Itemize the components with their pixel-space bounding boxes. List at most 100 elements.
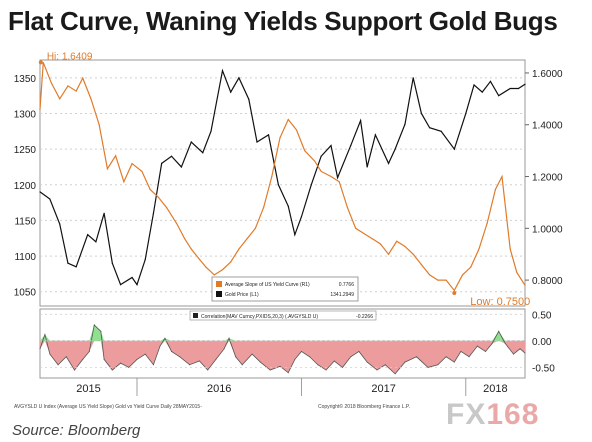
data-point-correlation bbox=[235, 356, 237, 358]
right-axis-tick-label: 1.4000 bbox=[532, 121, 563, 132]
data-point-gold-price bbox=[287, 205, 289, 207]
data-point-gold-price bbox=[374, 134, 376, 136]
data-point-correlation bbox=[44, 333, 46, 335]
data-point-gold-price bbox=[256, 141, 258, 143]
data-point-correlation bbox=[39, 348, 41, 350]
data-point-gold-price bbox=[465, 112, 467, 115]
data-point-gold-price bbox=[161, 162, 163, 164]
data-point-gold-price bbox=[152, 212, 155, 214]
data-point-correlation bbox=[164, 337, 166, 339]
data-point-yield-slope bbox=[75, 90, 77, 92]
data-point-gold-price bbox=[440, 130, 442, 132]
data-point-correlation bbox=[120, 362, 122, 364]
data-point-correlation bbox=[189, 364, 191, 366]
data-point-yield-slope bbox=[50, 82, 53, 84]
data-point-correlation bbox=[415, 356, 417, 358]
data-point-correlation bbox=[325, 369, 327, 371]
data-point-yield-slope bbox=[387, 253, 390, 255]
data-point-yield-slope bbox=[59, 98, 61, 100]
correlation-axis-tick-label: -0.50 bbox=[532, 363, 555, 374]
data-point-gold-price bbox=[180, 166, 182, 168]
data-point-yield-slope bbox=[67, 85, 69, 87]
left-axis-tick-label: 1350 bbox=[14, 74, 37, 85]
data-point-yield-slope bbox=[396, 240, 398, 242]
data-point-correlation bbox=[384, 364, 386, 366]
data-point-gold-price bbox=[170, 155, 173, 157]
data-point-gold-price bbox=[509, 87, 511, 90]
data-point-yield-slope bbox=[238, 248, 240, 250]
data-point-gold-price bbox=[366, 166, 368, 168]
data-point-gold-price bbox=[248, 98, 250, 100]
legend-label: Gold Price (L1) bbox=[225, 292, 259, 298]
data-point-correlation bbox=[144, 353, 146, 355]
left-axis-tick-label: 1250 bbox=[14, 145, 37, 156]
year-axis-label: 2017 bbox=[371, 383, 395, 395]
data-point-gold-price bbox=[67, 262, 69, 264]
data-point-correlation bbox=[269, 369, 271, 371]
low-marker bbox=[452, 291, 457, 296]
data-point-yield-slope bbox=[205, 266, 207, 268]
right-axis-tick-label: 1.2000 bbox=[532, 173, 563, 184]
data-point-gold-price bbox=[267, 134, 270, 136]
data-point-gold-price bbox=[75, 266, 77, 268]
correlation-axis-tick-label: 0.00 bbox=[532, 337, 552, 348]
data-point-yield-slope bbox=[420, 263, 423, 266]
data-point-correlation bbox=[251, 353, 253, 355]
data-point-gold-price bbox=[210, 130, 212, 132]
data-point-correlation bbox=[171, 350, 173, 352]
data-point-gold-price bbox=[202, 152, 204, 154]
data-point-correlation bbox=[88, 350, 90, 352]
data-point-correlation bbox=[82, 358, 84, 360]
data-point-gold-price bbox=[230, 91, 232, 93]
correlation-negative-area bbox=[40, 340, 525, 374]
correlation-legend-label: Correlation(MAV Curncy,PXIDS,20,3) (.AVG… bbox=[201, 314, 318, 320]
data-point-gold-price bbox=[489, 80, 492, 82]
data-point-correlation bbox=[223, 348, 225, 350]
data-point-gold-price bbox=[103, 212, 105, 214]
data-point-yield-slope bbox=[262, 207, 265, 209]
data-point-yield-slope bbox=[198, 258, 201, 260]
data-point-yield-slope bbox=[287, 118, 289, 121]
data-point-yield-slope bbox=[494, 188, 497, 191]
data-point-gold-price bbox=[131, 276, 133, 279]
data-point-correlation bbox=[259, 361, 261, 363]
year-axis-label: 2018 bbox=[483, 383, 507, 395]
legend-swatch bbox=[216, 291, 222, 297]
data-point-yield-slope bbox=[346, 207, 349, 209]
data-point-yield-slope bbox=[516, 271, 518, 273]
data-point-gold-price bbox=[95, 241, 97, 243]
right-axis-tick-label: 1.0000 bbox=[532, 224, 563, 235]
data-point-yield-slope bbox=[445, 279, 447, 281]
data-point-correlation bbox=[404, 361, 406, 363]
legend-value: 1341.2949 bbox=[330, 292, 354, 298]
data-point-gold-price bbox=[320, 155, 322, 157]
main-legend: Average Slope of US Yield Curve (R1) 0.77… bbox=[211, 276, 359, 302]
data-point-correlation bbox=[103, 358, 105, 360]
data-point-gold-price bbox=[39, 191, 41, 193]
right-axis-tick-label: 1.6000 bbox=[532, 69, 563, 80]
data-point-yield-slope bbox=[404, 245, 406, 248]
data-point-gold-price bbox=[59, 223, 61, 225]
data-point-correlation bbox=[294, 358, 296, 360]
footer-left-note: AVGYSLD U Index (Average US Yield Slope)… bbox=[14, 404, 202, 410]
data-point-correlation bbox=[241, 364, 243, 366]
data-point-yield-slope bbox=[330, 175, 332, 178]
data-point-correlation bbox=[159, 345, 161, 347]
data-point-gold-price bbox=[387, 162, 390, 164]
data-point-correlation bbox=[49, 353, 51, 355]
data-point-correlation bbox=[350, 356, 352, 358]
data-point-yield-slope bbox=[412, 253, 414, 255]
data-point-yield-slope bbox=[338, 181, 340, 183]
data-point-gold-price bbox=[524, 83, 526, 85]
data-point-correlation bbox=[309, 356, 311, 358]
data-point-correlation bbox=[376, 369, 378, 371]
correlation-legend-swatch bbox=[193, 313, 198, 318]
data-point-gold-price bbox=[498, 95, 500, 97]
data-point-gold-price bbox=[136, 284, 138, 286]
data-point-yield-slope bbox=[379, 243, 381, 245]
footer-copyright: Copyright© 2018 Bloomberg Finance L.P. bbox=[318, 403, 410, 410]
data-point-yield-slope bbox=[184, 238, 186, 240]
left-axis-tick-label: 1100 bbox=[14, 252, 36, 263]
data-point-correlation bbox=[512, 353, 514, 355]
